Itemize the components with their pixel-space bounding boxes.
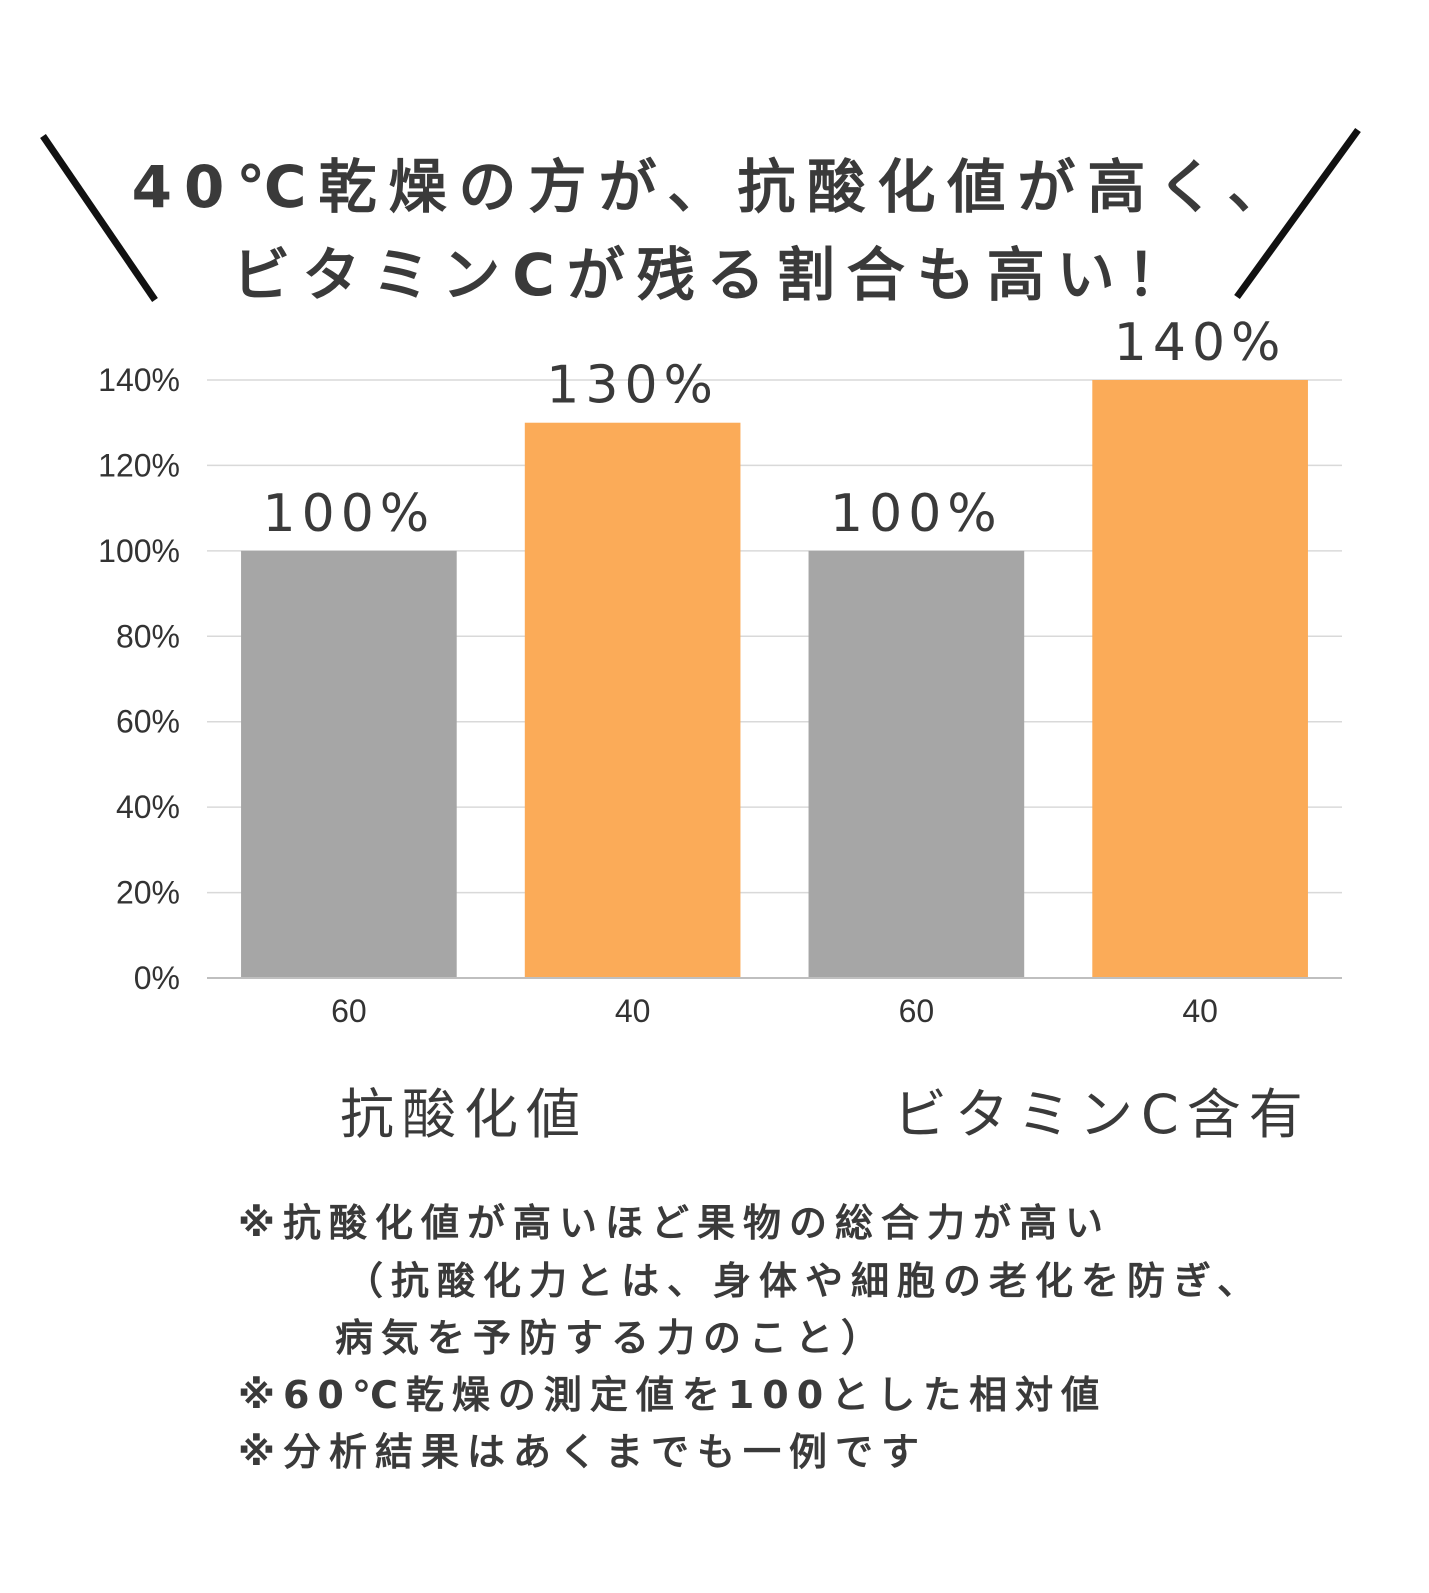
x-tick-label: 60 <box>331 993 367 1029</box>
y-axis-ticks: 0% 20% 40% 60% 80% 100% 120% 140% <box>98 362 180 996</box>
x-tick-label: 40 <box>615 993 651 1029</box>
note-antioxidant: ※抗酸化値が高いほど果物の総合力が高い <box>238 1201 1111 1245</box>
y-tick-label: 140% <box>98 362 180 398</box>
y-tick-label: 120% <box>98 447 180 483</box>
x-axis-ticks: 60 40 60 40 <box>331 993 1218 1029</box>
y-tick-label: 100% <box>98 533 180 569</box>
data-labels: 100% 130% 100% 140% <box>263 313 1287 544</box>
headline-decoration <box>40 127 1361 302</box>
x-tick-label: 40 <box>1182 993 1218 1029</box>
note-example: ※分析結果はあくまでも一例です <box>238 1430 927 1474</box>
bar-60 <box>241 550 457 978</box>
bar-60 <box>808 550 1025 978</box>
y-tick-label: 20% <box>116 875 180 911</box>
left-slash-line <box>40 134 158 302</box>
bar-chart: 0%20%40%60%80%100%120%140% 100%130%100%1… <box>98 313 1342 1029</box>
y-tick-label: 80% <box>116 618 180 654</box>
bar-40 <box>524 422 741 978</box>
bars <box>241 380 1308 978</box>
group-label-antioxidant: 抗酸化値 <box>340 1083 588 1146</box>
right-slash-line <box>1234 127 1361 300</box>
bar-value-label: 100% <box>263 484 436 544</box>
bar-value-label: 100% <box>830 484 1003 544</box>
note-definition-1: （抗酸化力とは、身体や細胞の老化を防ぎ、 <box>345 1259 1264 1303</box>
group-label-vitamin-c: ビタミンC含有 <box>893 1083 1311 1146</box>
y-tick-label: 0% <box>134 960 180 996</box>
bar-value-label: 140% <box>1114 313 1287 373</box>
headline-line-1: 40℃乾燥の方が、抗酸化値が高く、 <box>131 153 1298 221</box>
note-relative-value: ※60℃乾燥の測定値を100とした相対値 <box>238 1373 1108 1417</box>
note-definition-2: 病気を予防する力のこと） <box>335 1316 888 1360</box>
x-tick-label: 60 <box>899 993 935 1029</box>
bar-40 <box>1092 380 1308 978</box>
headline-line-2: ビタミンCが残る割合も高い！ <box>232 241 1197 309</box>
y-tick-label: 60% <box>116 704 180 740</box>
bar-value-label: 130% <box>546 356 719 416</box>
y-tick-label: 40% <box>116 789 180 825</box>
